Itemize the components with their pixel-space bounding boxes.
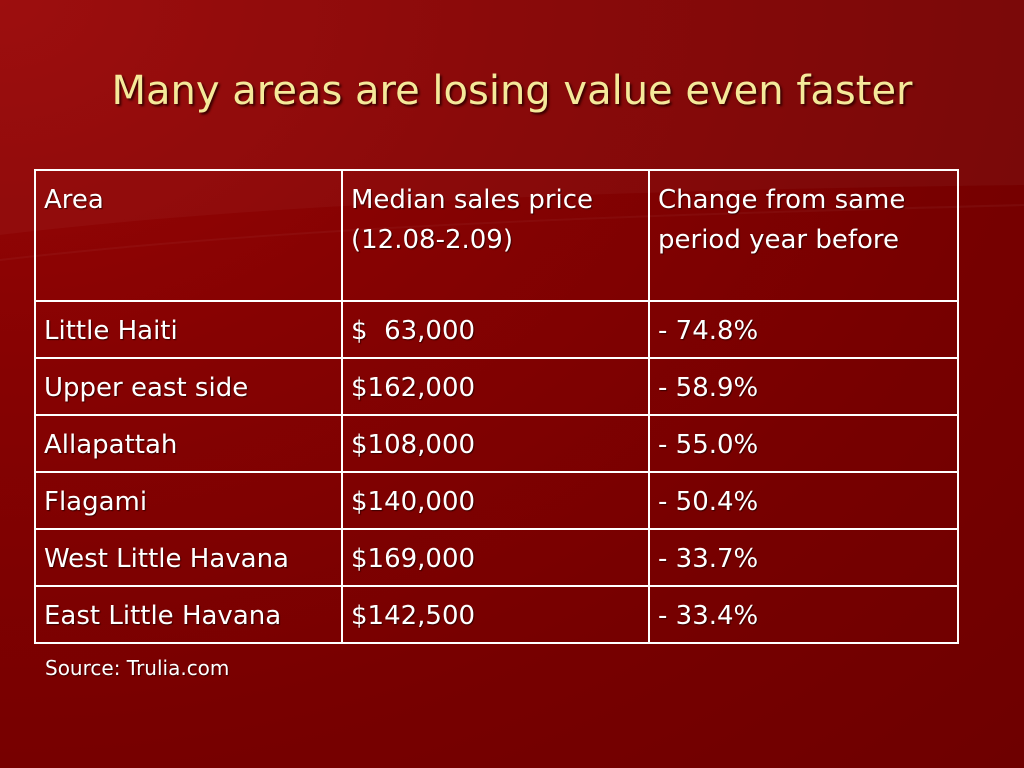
change-cell: - 74.8% — [648, 300, 959, 359]
change-cell: - 55.0% — [648, 414, 959, 473]
area-cell: Little Haiti — [34, 300, 343, 359]
table-row: Allapattah $108,000 - 55.0% — [34, 414, 959, 473]
column-header-change: Change from same period year before — [648, 169, 959, 302]
source-citation: Source: Trulia.com — [45, 656, 230, 680]
table-row: Flagami $140,000 - 50.4% — [34, 471, 959, 530]
price-cell: $108,000 — [341, 414, 650, 473]
price-cell: $ 63,000 — [341, 300, 650, 359]
area-cell: East Little Havana — [34, 585, 343, 644]
change-cell: - 33.4% — [648, 585, 959, 644]
change-cell: - 33.7% — [648, 528, 959, 587]
slide-title: Many areas are losing value even faster — [111, 68, 913, 114]
price-cell: $169,000 — [341, 528, 650, 587]
area-cell: Allapattah — [34, 414, 343, 473]
table-row: Little Haiti $ 63,000 - 74.8% — [34, 300, 959, 359]
price-change-table: Area Median sales price (12.08-2.09) Cha… — [34, 169, 959, 644]
change-cell: - 50.4% — [648, 471, 959, 530]
column-header-median-price: Median sales price (12.08-2.09) — [341, 169, 650, 302]
area-cell: West Little Havana — [34, 528, 343, 587]
column-header-area: Area — [34, 169, 343, 302]
price-cell: $142,500 — [341, 585, 650, 644]
table-row: West Little Havana $169,000 - 33.7% — [34, 528, 959, 587]
table-row: East Little Havana $142,500 - 33.4% — [34, 585, 959, 644]
change-cell: - 58.9% — [648, 357, 959, 416]
price-cell: $140,000 — [341, 471, 650, 530]
price-cell: $162,000 — [341, 357, 650, 416]
table-row: Upper east side $162,000 - 58.9% — [34, 357, 959, 416]
area-cell: Flagami — [34, 471, 343, 530]
table-header-row: Area Median sales price (12.08-2.09) Cha… — [34, 169, 959, 302]
area-cell: Upper east side — [34, 357, 343, 416]
